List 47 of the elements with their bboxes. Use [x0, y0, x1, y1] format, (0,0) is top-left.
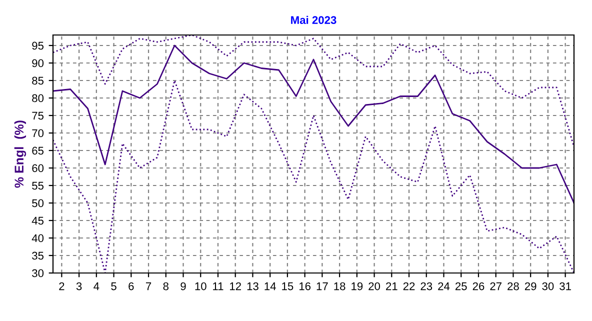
y-tick-label: 35 [32, 252, 44, 260]
y-tick-label: 50 [32, 199, 44, 208]
x-tick-label: 20 [368, 282, 380, 290]
y-tick-label: 45 [32, 216, 44, 225]
x-tick-label: 17 [316, 282, 328, 290]
y-tick-label: 55 [32, 182, 44, 190]
x-tick-label: 24 [438, 282, 450, 290]
y-tick-label: 90 [32, 59, 44, 68]
y-tick-label: 70 [32, 129, 44, 138]
x-tick-label: 8 [163, 282, 168, 290]
x-tick-label: 9 [180, 282, 186, 290]
x-tick-label: 26 [472, 282, 484, 290]
x-tick-label: 3 [76, 282, 82, 290]
x-tick-label: 29 [524, 282, 536, 290]
x-tick-label: 5 [111, 282, 116, 290]
x-tick-label: 23 [420, 282, 432, 290]
y-tick-label: 30 [32, 269, 44, 278]
x-tick-label: 7 [146, 282, 152, 290]
x-tick-label: 6 [128, 282, 134, 290]
x-tick-label: 14 [264, 282, 276, 290]
y-axis-title: % Engl (%) [14, 120, 26, 188]
x-tick-label: 13 [247, 282, 258, 290]
x-tick-label: 22 [403, 282, 415, 290]
x-tick-label: 16 [299, 282, 311, 290]
y-tick-label: 65 [32, 146, 44, 155]
x-tick-label: 15 [282, 282, 294, 290]
line-series [53, 44, 574, 204]
x-tick-label: 28 [508, 282, 519, 290]
y-tick-label: 40 [32, 234, 44, 242]
y-tick-label: 60 [32, 164, 44, 172]
y-tick-label: 80 [32, 94, 44, 102]
x-tick-label: 18 [334, 282, 346, 290]
x-tick-label: 21 [386, 282, 398, 290]
y-tick-label: 95 [32, 42, 44, 50]
x-tick-label: 27 [490, 282, 502, 290]
x-tick-label: 12 [230, 282, 241, 290]
x-tick-label: 30 [542, 282, 554, 290]
x-tick-label: 11 [213, 282, 224, 290]
x-tick-label: 4 [94, 282, 100, 290]
x-tick-label: 31 [560, 282, 571, 290]
chart-title: Mai 2023 [291, 16, 336, 24]
x-tick-label: 25 [455, 282, 467, 290]
x-tick-label: 19 [352, 282, 363, 290]
y-tick-label: 85 [32, 76, 44, 85]
y-tick-label: 75 [32, 112, 44, 120]
x-tick-label: 2 [59, 282, 64, 290]
x-tick-label: 10 [195, 282, 206, 290]
